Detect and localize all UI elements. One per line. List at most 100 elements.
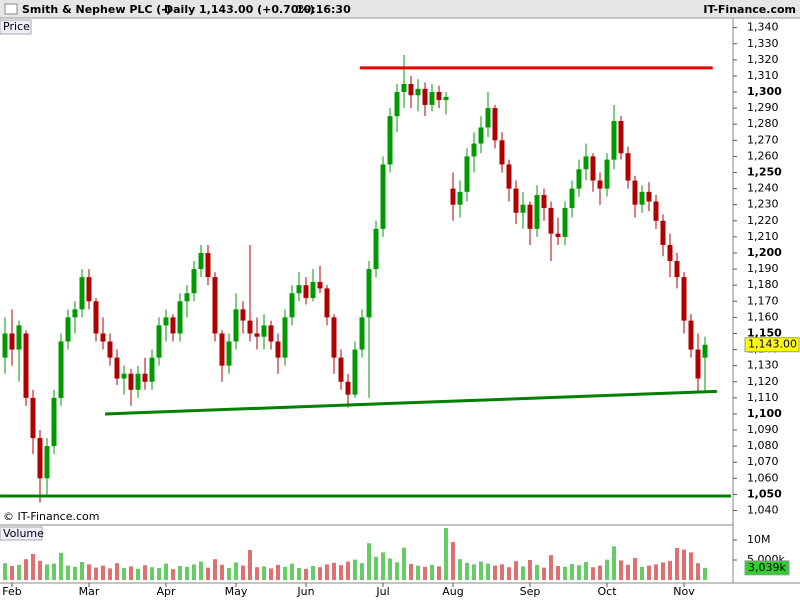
candle-body: [156, 325, 162, 358]
y-tick-label: 1,180: [747, 278, 779, 291]
x-tick-label: Nov: [673, 585, 695, 598]
candle-body: [618, 121, 624, 154]
candle-body: [408, 83, 414, 96]
volume-bar: [10, 566, 14, 580]
volume-bar: [388, 558, 392, 580]
y-tick-label: 1,200: [747, 246, 782, 259]
candle-body: [16, 325, 22, 350]
volume-bar: [472, 564, 476, 580]
x-tick-label: Jul: [375, 585, 389, 598]
candle-body: [86, 277, 92, 302]
volume-bar: [59, 552, 63, 580]
volume-bar: [521, 566, 525, 580]
volume-bar: [367, 543, 371, 580]
menu-icon[interactable]: [4, 3, 18, 15]
volume-bar: [3, 563, 7, 580]
y2-tick-label: 10M: [747, 533, 771, 546]
volume-bar: [598, 565, 602, 580]
volume-bar: [416, 565, 420, 580]
candle-body: [415, 88, 421, 96]
last-volume-tag: [744, 560, 790, 576]
candle-body: [58, 341, 64, 398]
candle-body: [597, 180, 603, 189]
candle-body: [289, 293, 295, 318]
volume-panel-label-box: [0, 526, 43, 541]
candle-body: [177, 301, 183, 334]
candle-body: [184, 293, 190, 302]
candle-body: [261, 325, 267, 337]
brand: IT-Finance.com: [703, 3, 796, 16]
volume-bar: [255, 567, 259, 580]
candle-body: [352, 349, 358, 395]
candle-body: [72, 309, 78, 318]
candle-body: [443, 96, 449, 101]
candle-body: [576, 169, 582, 189]
candle-body: [247, 320, 253, 334]
quote: 1,143.00 (+0.70%): [199, 3, 315, 16]
volume-panel-label: Volume: [3, 527, 44, 540]
volume-bar: [507, 567, 511, 580]
y-tick-label: 1,270: [747, 133, 779, 146]
y-tick-label: 1,190: [747, 262, 779, 275]
candle-body: [254, 333, 260, 337]
candle-body: [366, 269, 372, 318]
volume-bar: [115, 563, 119, 580]
volume-bar: [241, 565, 245, 580]
volume-bar: [45, 564, 49, 580]
volume-bar: [192, 564, 196, 580]
candle-body: [121, 373, 127, 379]
y-tick-label: 1,260: [747, 149, 779, 162]
last-volume-label: 3,039k: [748, 561, 786, 574]
volume-bar: [178, 566, 182, 580]
volume-bar: [269, 568, 273, 580]
candle-body: [527, 204, 533, 229]
y-tick-label: 1,310: [747, 69, 779, 82]
volume-bar: [122, 568, 126, 580]
candle-body: [555, 233, 561, 237]
candle-body: [506, 164, 512, 189]
volume-bar: [325, 564, 329, 580]
candle-body: [212, 277, 218, 334]
volume-bar: [465, 562, 469, 580]
candle-body: [394, 92, 400, 117]
y-tick-label: 1,050: [747, 487, 782, 500]
y-tick-label: 1,290: [747, 101, 779, 114]
candle-body: [359, 317, 365, 350]
volume-bar: [339, 565, 343, 580]
volume-bar: [570, 564, 574, 580]
volume-bar: [143, 565, 147, 580]
candle-body: [674, 261, 680, 278]
candle-body: [233, 309, 239, 342]
volume-bar: [17, 564, 21, 580]
volume-bar: [528, 560, 532, 580]
volume-bar: [668, 560, 672, 580]
volume-bar: [24, 559, 28, 580]
y-tick-label: 1,090: [747, 423, 779, 436]
y-tick-label: 1,210: [747, 230, 779, 243]
x-tick-label: May: [225, 585, 248, 598]
volume-bar: [276, 564, 280, 580]
candle-body: [205, 252, 211, 278]
candle-body: [541, 195, 547, 208]
x-tick-label: Mar: [79, 585, 100, 598]
volume-bar: [206, 567, 210, 580]
volume-bar: [80, 562, 84, 580]
volume-bar: [381, 552, 385, 580]
volume-bar: [696, 563, 700, 580]
candle-body: [2, 333, 8, 358]
candle-body: [303, 285, 309, 299]
candle-body: [79, 277, 85, 310]
candle-body: [149, 357, 155, 382]
candle-body: [44, 446, 50, 479]
volume-bar: [563, 566, 567, 580]
candle-body: [51, 397, 57, 447]
y-tick-label: 1,080: [747, 439, 779, 452]
y-tick-label: 1,150: [747, 326, 782, 339]
y-tick-label: 1,130: [747, 359, 779, 372]
y-tick-label: 1,070: [747, 455, 779, 468]
volume-bar: [395, 562, 399, 580]
candle-body: [471, 143, 477, 157]
